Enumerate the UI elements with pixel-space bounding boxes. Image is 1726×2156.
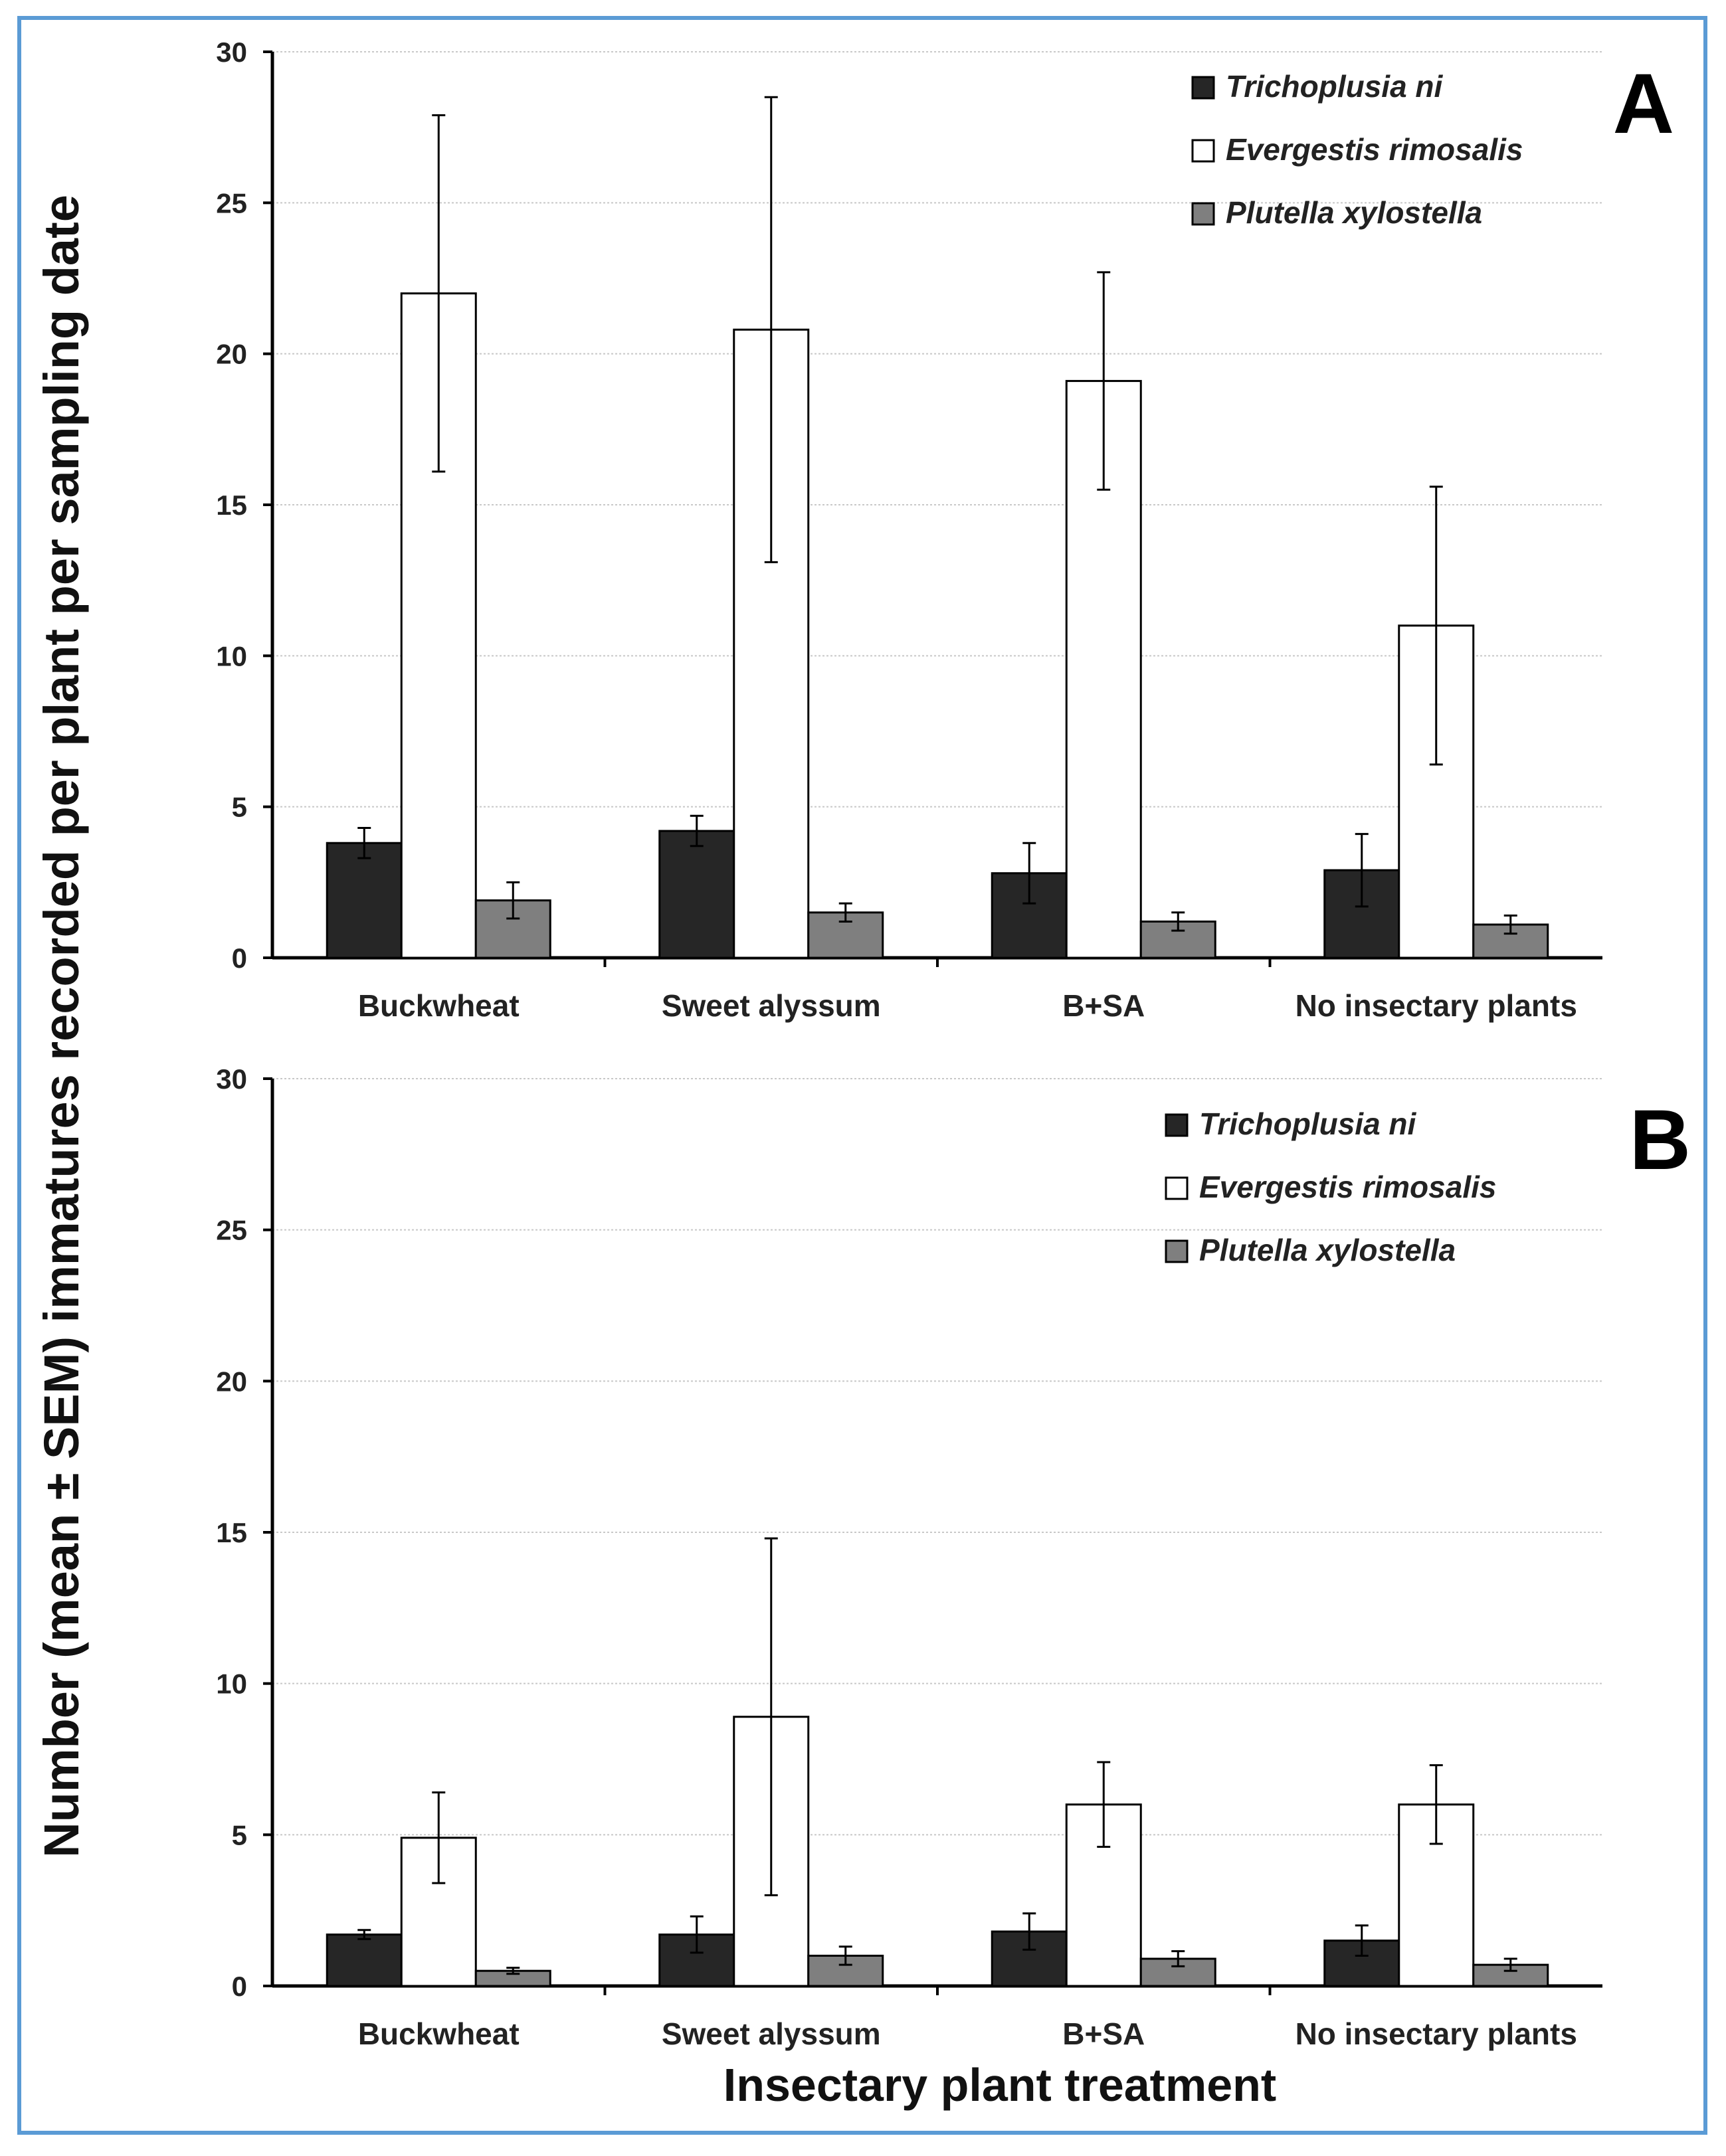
y-tick-label: 0 [232, 943, 247, 974]
category-label-b-sa: B+SA [1062, 988, 1145, 1023]
panel-letter-b: B [1630, 1093, 1691, 1188]
x-axis-label: Insectary plant treatment [723, 2059, 1276, 2111]
y-tick-label: 30 [216, 37, 247, 68]
y-tick-label: 25 [216, 187, 247, 219]
legend-swatch-evergestis-rimosalis [1165, 1176, 1189, 1200]
legend-label-trichoplusia-ni: Trichoplusia ni [1199, 1107, 1417, 1141]
y-axis-label: Number (mean ± SEM) immatures recorded p… [34, 195, 89, 1858]
figure-frame [17, 16, 1707, 2135]
panel-a-chart: 0 5 10 15 20 25 30 Buckwheat Sweet alyssum B+SA No… [216, 37, 1674, 1023]
y-tick-label: 30 [216, 1063, 247, 1095]
category-label-sweet-alyssum: Sweet alyssum [662, 2017, 881, 2051]
y-tick-label: 10 [216, 640, 247, 672]
legend-label-evergestis-rimosalis: Evergestis rimosalis [1226, 132, 1523, 167]
y-tick-label: 20 [216, 1366, 247, 1397]
panel-b-chart: 0 5 10 15 20 25 30 Buckwheat Sweet alyssum B+SA No… [216, 1063, 1691, 2051]
legend-swatch-plutella-xylostella [1165, 1239, 1189, 1263]
y-tick-label: 15 [216, 490, 247, 521]
bar-trichoplusia-ni-buckwheat [326, 842, 403, 959]
category-label-buckwheat: Buckwheat [358, 2017, 520, 2051]
y-tick-label: 20 [216, 339, 247, 370]
y-tick-label: 15 [216, 1517, 247, 1548]
y-tick-label: 5 [232, 1819, 247, 1850]
category-label-sweet-alyssum: Sweet alyssum [662, 988, 881, 1023]
legend-label-plutella-xylostella: Plutella xylostella [1199, 1233, 1456, 1267]
legend-label-evergestis-rimosalis: Evergestis rimosalis [1199, 1170, 1496, 1204]
y-tick-label: 25 [216, 1215, 247, 1246]
legend-swatch-trichoplusia-ni [1191, 76, 1215, 100]
y-tick-label: 10 [216, 1668, 247, 1700]
legend-swatch-trichoplusia-ni [1165, 1113, 1189, 1137]
y-tick-label: 0 [232, 1971, 247, 2002]
y-tick-label: 5 [232, 792, 247, 823]
category-label-buckwheat: Buckwheat [358, 988, 520, 1023]
bar-trichoplusia-ni-buckwheat [326, 1933, 403, 1987]
panel-letter-a: A [1613, 56, 1674, 151]
category-label-no-insectary-plants: No insectary plants [1295, 2017, 1577, 2051]
category-label-no-insectary-plants: No insectary plants [1295, 988, 1577, 1023]
category-label-b-sa: B+SA [1062, 2017, 1145, 2051]
legend-label-trichoplusia-ni: Trichoplusia ni [1226, 69, 1444, 104]
legend-swatch-plutella-xylostella [1191, 202, 1215, 226]
legend-label-plutella-xylostella: Plutella xylostella [1226, 195, 1482, 230]
legend-swatch-evergestis-rimosalis [1191, 139, 1215, 163]
bar-trichoplusia-ni-sweet-alyssum [658, 830, 735, 959]
